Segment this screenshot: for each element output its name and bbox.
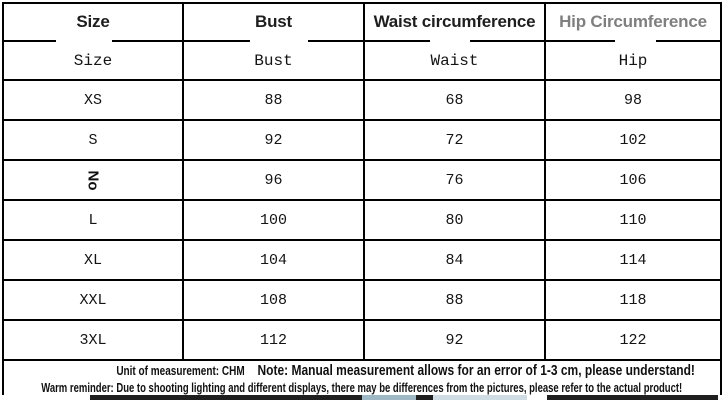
size-value: 3XL [79,331,107,349]
hip-value: 98 [623,91,642,109]
row-xxl-bust-cell: 108 [184,281,363,319]
header-size-label: Size [76,12,110,31]
bust-value: 100 [259,211,287,229]
subheader-cell-bust: Bust [184,42,363,79]
header-overlay-patch-size [56,39,112,45]
measurement-error-note-text: Note: Manual measurement allows for an e… [257,362,696,379]
row-m-waist-cell: 76 [365,161,544,199]
row-xs-size-cell: XS [4,81,182,119]
hip-value: 122 [619,331,647,349]
bottom-crop-strip-blue-wash [362,395,416,400]
bottom-crop-strip-right [547,395,718,400]
row-m-hip-cell: 106 [546,161,720,199]
row-xs-bust-cell: 88 [184,81,363,119]
size-value: XXL [79,291,107,309]
subheader-size-label: Size [73,51,113,70]
bust-value: 104 [259,251,287,269]
row-m-size-cell: No [4,161,182,199]
size-value: S [88,131,98,149]
header-waist-label: Waist circumference [373,12,536,31]
row-s-waist-cell: 72 [365,121,544,159]
row-xl-size-cell: XL [4,241,182,279]
header-overlay-patch-hip [615,39,656,45]
hip-value: 110 [619,211,647,229]
waist-value: 68 [445,91,464,109]
header-hip-label: Hip Circumference [559,12,707,31]
bust-value: 108 [259,291,287,309]
subheader-cell-waist: Waist [365,42,544,79]
header-cell-hip: Hip Circumference [546,4,720,40]
bust-value: 96 [264,171,283,189]
row-xs-waist-cell: 68 [365,81,544,119]
hip-value: 106 [619,171,647,189]
bust-value: 88 [264,91,283,109]
bottom-crop-strip-light-wash [433,395,527,400]
subheader-hip-label: Hip [618,51,648,70]
waist-value: 84 [445,251,464,269]
size-value: XL [83,251,102,269]
row-s-bust-cell: 92 [184,121,363,159]
waist-value: 80 [445,211,464,229]
waist-value: 88 [445,291,464,309]
row-l-size-cell: L [4,201,182,239]
row-3xl-waist-cell: 92 [365,321,544,359]
header-cell-waist: Waist circumference [365,4,544,40]
row-xxl-size-cell: XXL [4,281,182,319]
header-cell-size: Size [4,4,182,40]
size-chart-table: Size Bust Waist circumference Hip Circum… [2,2,722,395]
row-s-size-cell: S [4,121,182,159]
hip-value: 118 [619,291,647,309]
header-overlay-patch-bust [250,39,308,45]
waist-value: 92 [445,331,464,349]
bust-value: 92 [264,131,283,149]
notes-line-2: Warm reminder: Due to shooting lighting … [41,381,682,395]
subheader-cell-hip: Hip [546,42,720,79]
waist-value: 76 [445,171,464,189]
row-xl-hip-cell: 114 [546,241,720,279]
row-xxl-hip-cell: 118 [546,281,720,319]
row-s-hip-cell: 102 [546,121,720,159]
notes-row: Unit of measurement: CHM Note: Manual me… [4,361,720,395]
row-3xl-bust-cell: 112 [184,321,363,359]
row-xl-waist-cell: 84 [365,241,544,279]
subheader-bust-label: Bust [254,51,293,70]
hip-value: 114 [619,251,647,269]
notes-line-1: Unit of measurement: CHM Note: Manual me… [117,362,696,379]
row-xxl-waist-cell: 88 [365,281,544,319]
subheader-waist-label: Waist [430,51,479,70]
row-l-waist-cell: 80 [365,201,544,239]
bottom-crop-strip-left [90,395,527,400]
row-xl-bust-cell: 104 [184,241,363,279]
header-cell-bust: Bust [184,4,363,40]
header-bust-label: Bust [255,12,292,31]
row-3xl-size-cell: 3XL [4,321,182,359]
row-3xl-hip-cell: 122 [546,321,720,359]
subheader-cell-size: Size [4,42,182,79]
bust-value: 112 [259,331,287,349]
waist-value: 72 [445,131,464,149]
hip-value: 102 [619,131,647,149]
row-l-hip-cell: 110 [546,201,720,239]
rotated-no-label: No [84,170,102,190]
size-value: XS [83,91,102,109]
unit-of-measurement-text: Unit of measurement: CHM [116,364,246,378]
size-value: L [88,211,98,229]
row-l-bust-cell: 100 [184,201,363,239]
warm-reminder-text: Warm reminder: Due to shooting lighting … [41,381,683,395]
row-xs-hip-cell: 98 [546,81,720,119]
header-overlay-patch-waist [430,39,470,45]
row-m-bust-cell: 96 [184,161,363,199]
